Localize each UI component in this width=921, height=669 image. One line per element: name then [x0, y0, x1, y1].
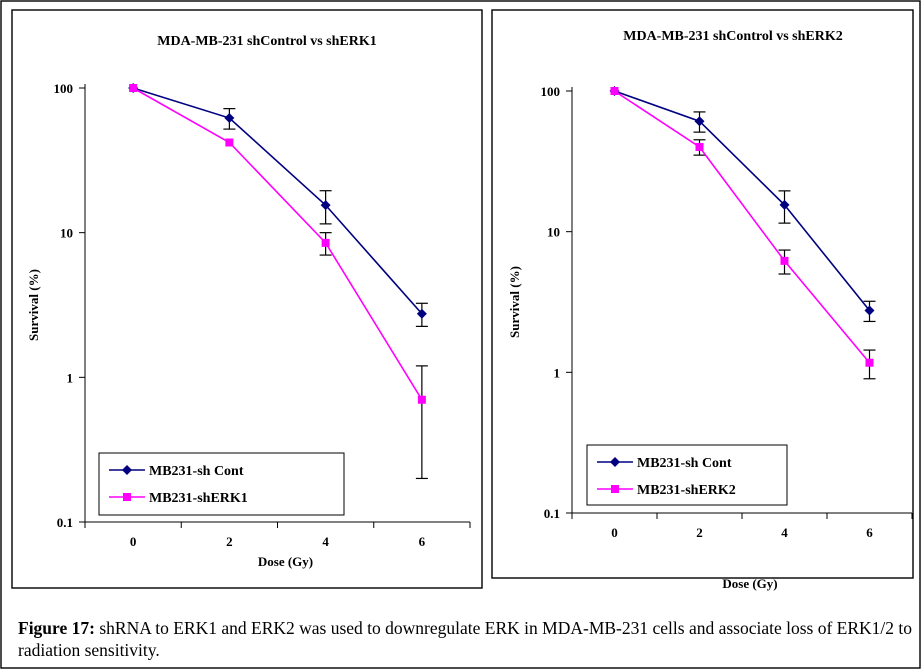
chart-title: MDA-MB-231 shControl vs shERK1: [157, 34, 376, 49]
series-line-control: [614, 90, 871, 312]
x-tick-label: 0: [130, 534, 137, 549]
y-tick-label: 0.1: [57, 515, 73, 530]
legend-label-control: MB231-sh Cont: [149, 464, 244, 479]
chart-title: MDA-MB-231 shControl vs shERK2: [623, 29, 842, 44]
data-point-control: [694, 116, 705, 127]
figure-caption: Figure 17: shRNA to ERK1 and ERK2 was us…: [18, 617, 913, 661]
x-tick-label: 6: [419, 534, 426, 549]
legend-box: [98, 452, 345, 516]
y-tick-label: 10: [547, 225, 560, 240]
y-tick-label: 1: [554, 365, 561, 380]
x-tick-label: 4: [322, 534, 329, 549]
series-line-control: [132, 87, 423, 315]
data-point-knockdown: [780, 256, 789, 265]
x-tick-label: 6: [866, 525, 873, 540]
y-tick-label: 1: [67, 370, 74, 385]
data-point-knockdown: [610, 87, 619, 95]
caption-text: shRNA to ERK1 and ERK2 was used to downr…: [18, 618, 913, 660]
x-axis-title: Dose (Gy): [258, 554, 313, 569]
legend-marker-knockdown: [611, 485, 619, 493]
panel-frame-erk2: [491, 9, 914, 579]
x-axis-title: Dose (Gy): [722, 576, 777, 591]
y-tick-label: 0.1: [544, 506, 560, 521]
y-tick-label: 10: [60, 226, 73, 241]
x-tick-label: 2: [226, 534, 233, 549]
data-point-knockdown: [417, 395, 426, 404]
y-axis-title: Survival (%): [507, 266, 522, 338]
data-point-control: [864, 305, 875, 316]
series-line-knockdown: [132, 87, 423, 401]
data-point-knockdown: [321, 238, 330, 247]
y-tick-label: 100: [541, 84, 561, 99]
x-tick-label: 4: [781, 525, 788, 540]
data-point-knockdown: [129, 84, 138, 92]
legend-label-knockdown: MB231-shERK1: [149, 491, 248, 506]
y-tick-label: 100: [54, 81, 74, 96]
data-point-knockdown: [865, 358, 874, 367]
data-point-control: [224, 113, 235, 124]
data-point-knockdown: [225, 138, 234, 147]
data-point-control: [779, 199, 790, 210]
data-point-control: [320, 200, 331, 211]
x-tick-label: 0: [611, 525, 618, 540]
series-line-knockdown: [614, 90, 871, 364]
legend-label-knockdown: MB231-shERK2: [637, 483, 736, 498]
legend-marker-control: [610, 457, 620, 467]
x-tick-label: 2: [696, 525, 703, 540]
chart-panel-erk2: MDA-MB-231 shControl vs shERK2 0.1 1 10 100 0…: [507, 29, 913, 591]
data-point-knockdown: [695, 142, 704, 151]
legend-label-control: MB231-sh Cont: [637, 456, 732, 471]
data-point-control: [416, 308, 427, 319]
legend-marker-control: [122, 465, 132, 475]
y-axis-title: Survival (%): [26, 269, 41, 341]
chart-panel-erk1: MDA-MB-231 shControl vs shERK1 0.1 1 10 100 0…: [26, 34, 471, 569]
legend-marker-knockdown: [123, 493, 131, 501]
legend-box: [586, 444, 788, 506]
caption-label: Figure 17:: [18, 618, 95, 638]
